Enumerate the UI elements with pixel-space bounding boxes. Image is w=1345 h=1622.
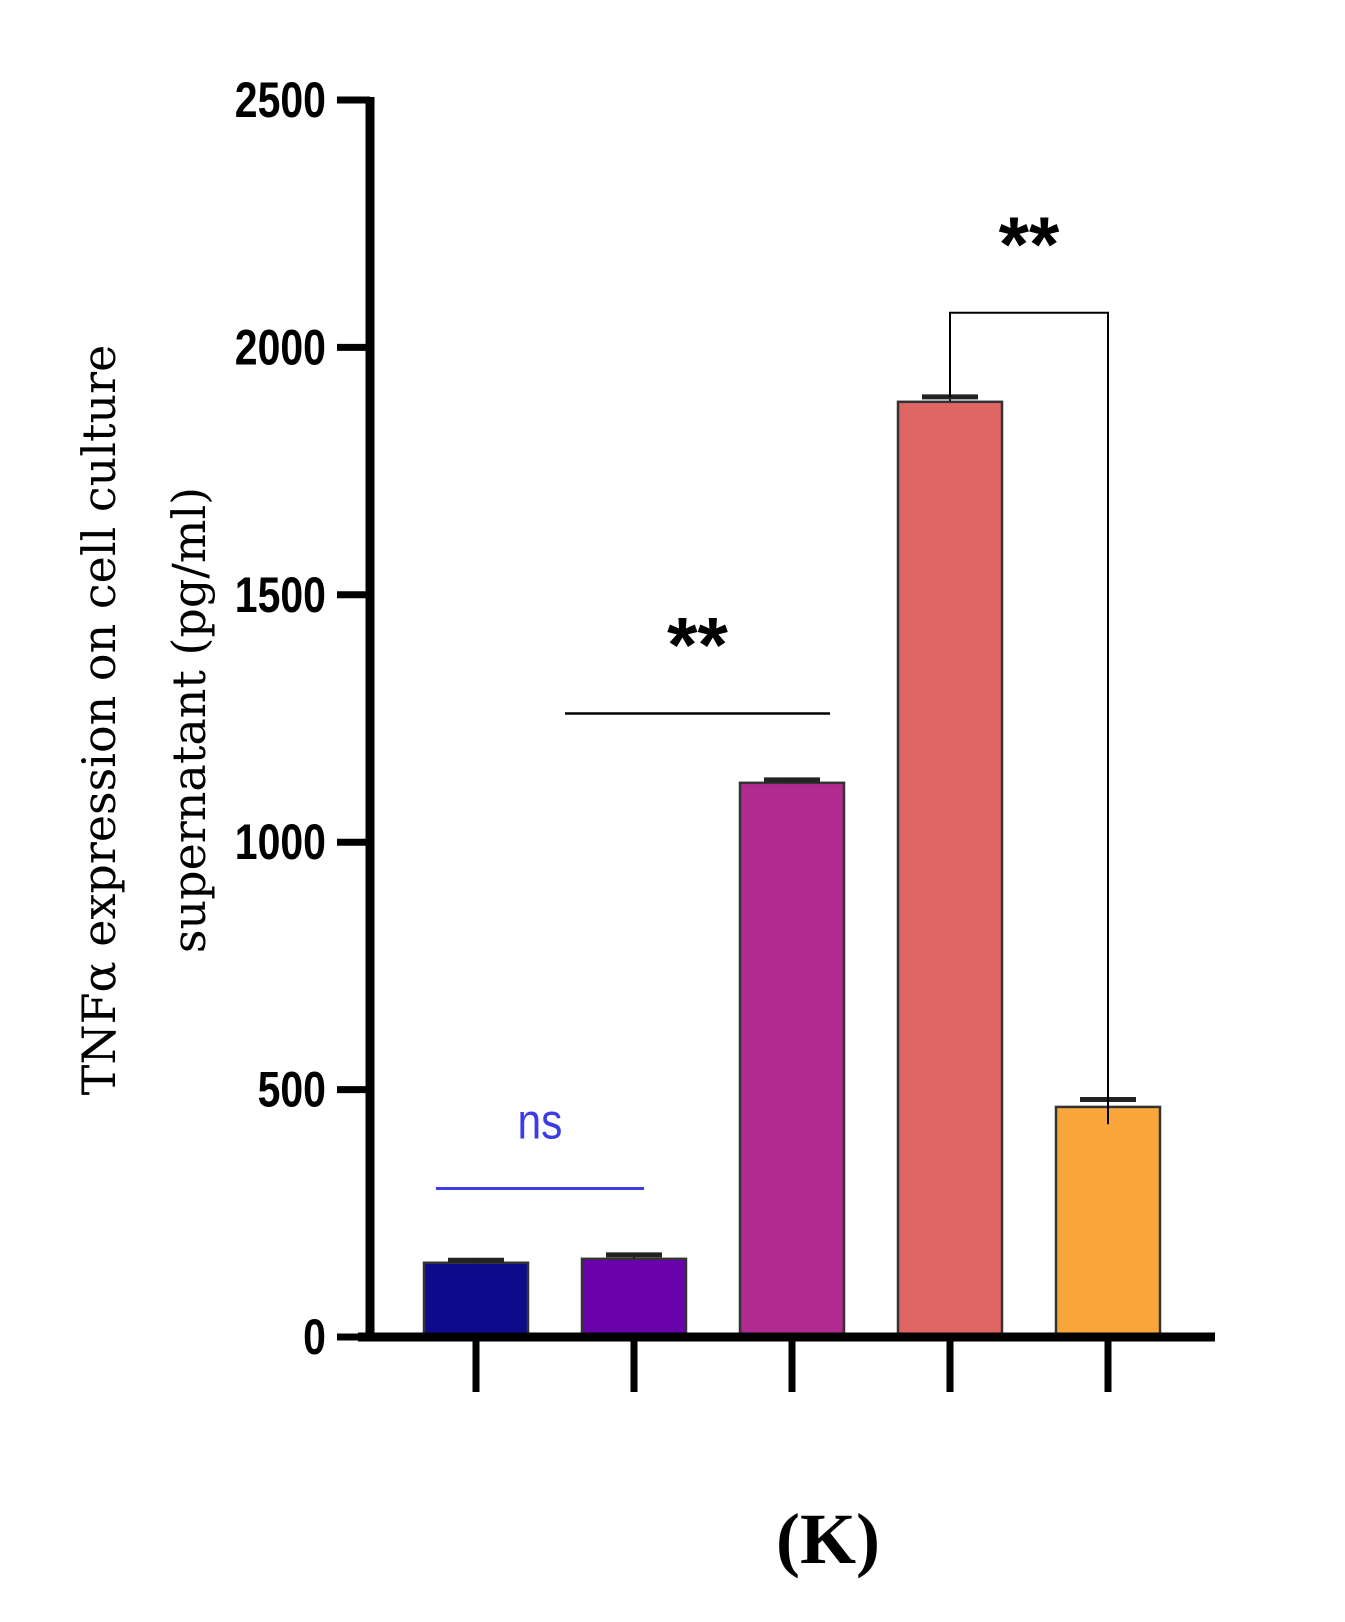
y-axis-title: TNFα expression on cell culture supernat…: [72, 345, 216, 1096]
bars-group: [422, 400, 1162, 1339]
panel-label: (K): [776, 1499, 880, 1579]
significance-label-1: ns: [518, 1093, 563, 1149]
bar-5: [1054, 1105, 1162, 1339]
bar-3: [738, 781, 846, 1339]
y-tick-label-1500: 1500: [235, 567, 326, 623]
y-tick-label-0: 0: [303, 1309, 326, 1365]
y-tick-label-2500: 2500: [235, 72, 326, 128]
significance-bracket-3: [949, 311, 1109, 1125]
bar-2: [580, 1257, 688, 1339]
y-tick-label-2000: 2000: [235, 320, 326, 376]
bar-1: [422, 1261, 530, 1339]
axes-group: 0 500 1000 1500 2000 2500: [235, 72, 1215, 1392]
y-tick-label-1000: 1000: [235, 814, 326, 870]
error-bars-group: [448, 394, 1136, 1263]
bar-4: [896, 400, 1004, 1339]
y-axis-title-line-2: supernatant (pg/ml): [162, 487, 216, 953]
y-tick-label-500: 500: [258, 1062, 326, 1118]
significance-label-2: **: [667, 601, 728, 689]
significance-label-3: **: [999, 200, 1060, 288]
annotations-group: ns ** **: [436, 200, 1109, 1191]
y-axis-title-line-1: TNFα expression on cell culture: [72, 345, 126, 1096]
